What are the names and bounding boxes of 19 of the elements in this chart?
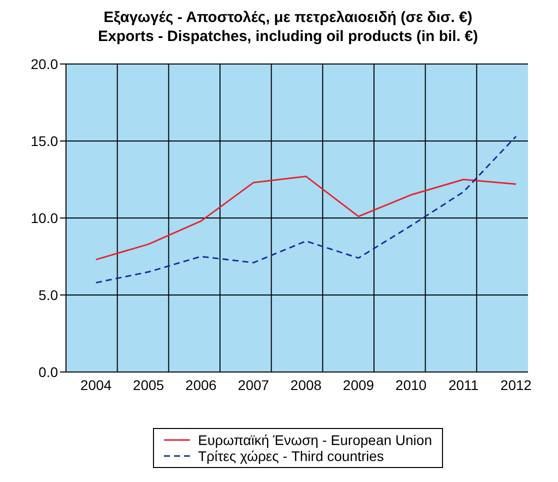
y-tick-label: 20.0 <box>30 56 58 72</box>
legend-label: Τρίτες χώρες - Third countries <box>198 448 384 464</box>
line-series <box>95 176 517 260</box>
y-tick-label: 5.0 <box>38 286 58 303</box>
x-tick-label: 2009 <box>342 376 374 393</box>
y-tick-label: 0.0 <box>38 364 58 380</box>
x-tick-label: 2004 <box>80 376 112 393</box>
y-tick-label: 10.0 <box>30 210 58 226</box>
line-series <box>95 136 517 284</box>
legend-label: Ευρωπαϊκή Ένωση - European Union <box>198 432 432 448</box>
x-tick-label: 2010 <box>395 376 427 393</box>
x-tick-label: 2012 <box>500 376 532 393</box>
x-tick-label: 2008 <box>290 376 322 393</box>
x-tick-label: 2006 <box>185 376 217 393</box>
x-tick-label: 2005 <box>132 376 164 393</box>
x-tick-label: 2011 <box>448 376 479 393</box>
y-tick-label: 15.0 <box>30 132 58 149</box>
x-tick-label: 2007 <box>238 376 270 393</box>
chart-title: Εξαγωγές - Αποστολές, με πετρελαιοειδή (σε δισ. €) Exports - Dispatches, including oil products (in bil. €) <box>96 8 480 46</box>
